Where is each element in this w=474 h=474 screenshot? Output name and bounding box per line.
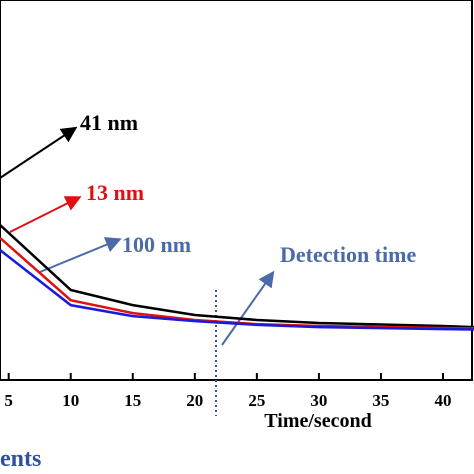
x-tick-label: 15 xyxy=(124,391,141,410)
x-tick-label: 30 xyxy=(310,391,327,410)
arrow xyxy=(39,237,122,273)
annotation: Detection time xyxy=(280,242,416,267)
series-label: 41 nm xyxy=(80,110,138,135)
x-tick-label: 20 xyxy=(186,391,203,410)
plot-frame xyxy=(0,0,473,381)
x-tick-label: 40 xyxy=(434,391,451,410)
arrow xyxy=(221,270,275,346)
series-label: 100 nm xyxy=(122,232,191,257)
series-label: 13 nm xyxy=(86,180,144,205)
annotation: ents xyxy=(0,446,41,472)
series-line xyxy=(0,249,474,331)
x-axis-label: Time/second xyxy=(264,410,371,432)
x-tick-label: 35 xyxy=(372,391,389,410)
arrow xyxy=(0,126,78,179)
arrow xyxy=(9,196,82,233)
x-tick-label: 25 xyxy=(248,391,265,410)
series-line xyxy=(0,224,474,329)
x-tick-label: 5 xyxy=(4,391,13,410)
x-tick-label: 10 xyxy=(62,391,79,410)
